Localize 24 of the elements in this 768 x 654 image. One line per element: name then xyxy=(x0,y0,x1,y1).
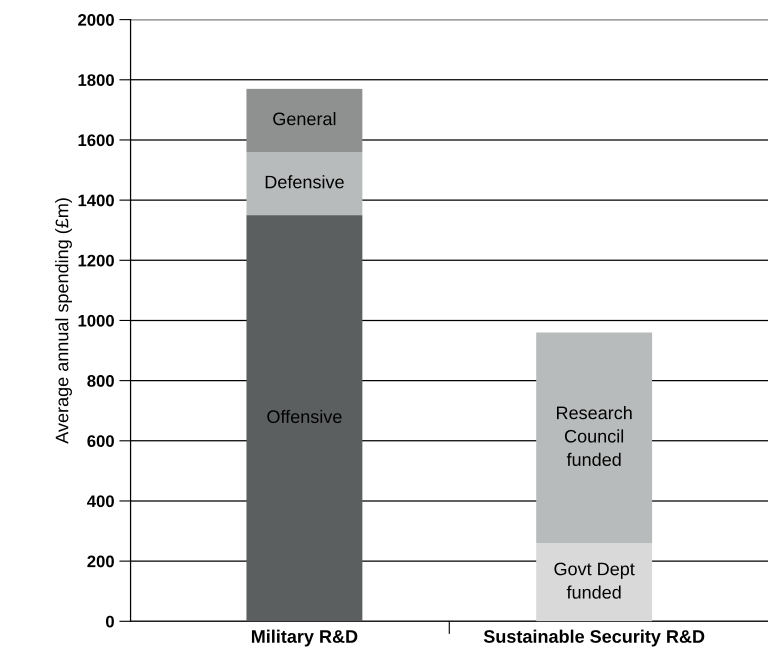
data-label: Research Council funded xyxy=(557,406,632,466)
bar xyxy=(536,543,652,622)
x-tick-label: Military R&D xyxy=(252,630,358,646)
y-tick-label: 1200 xyxy=(78,254,114,266)
bar xyxy=(246,88,362,152)
y-tick-label: 2000 xyxy=(78,14,114,26)
data-label: Defensive xyxy=(266,175,344,188)
data-label: Offensive xyxy=(267,410,342,424)
y-tick-label: 1800 xyxy=(78,74,114,86)
y-tick-label: 0 xyxy=(106,616,114,628)
y-tick-label: 200 xyxy=(87,556,114,568)
bar xyxy=(246,215,362,622)
y-tick-label: 800 xyxy=(87,375,114,387)
y-axis-title: Average annual spending (£m) xyxy=(55,198,72,444)
y-tick-label: 600 xyxy=(87,435,114,447)
bar xyxy=(246,152,362,216)
data-label: Govt Dept funded xyxy=(554,562,635,599)
bar xyxy=(536,332,652,544)
y-tick-label: 400 xyxy=(87,495,114,508)
y-tick-label: 1000 xyxy=(78,314,114,327)
x-tick-label: Sustainable Security R&D xyxy=(484,630,704,646)
data-label: General xyxy=(273,112,336,126)
y-tick-label: 1600 xyxy=(78,134,114,146)
y-tick-label: 1400 xyxy=(78,194,114,206)
